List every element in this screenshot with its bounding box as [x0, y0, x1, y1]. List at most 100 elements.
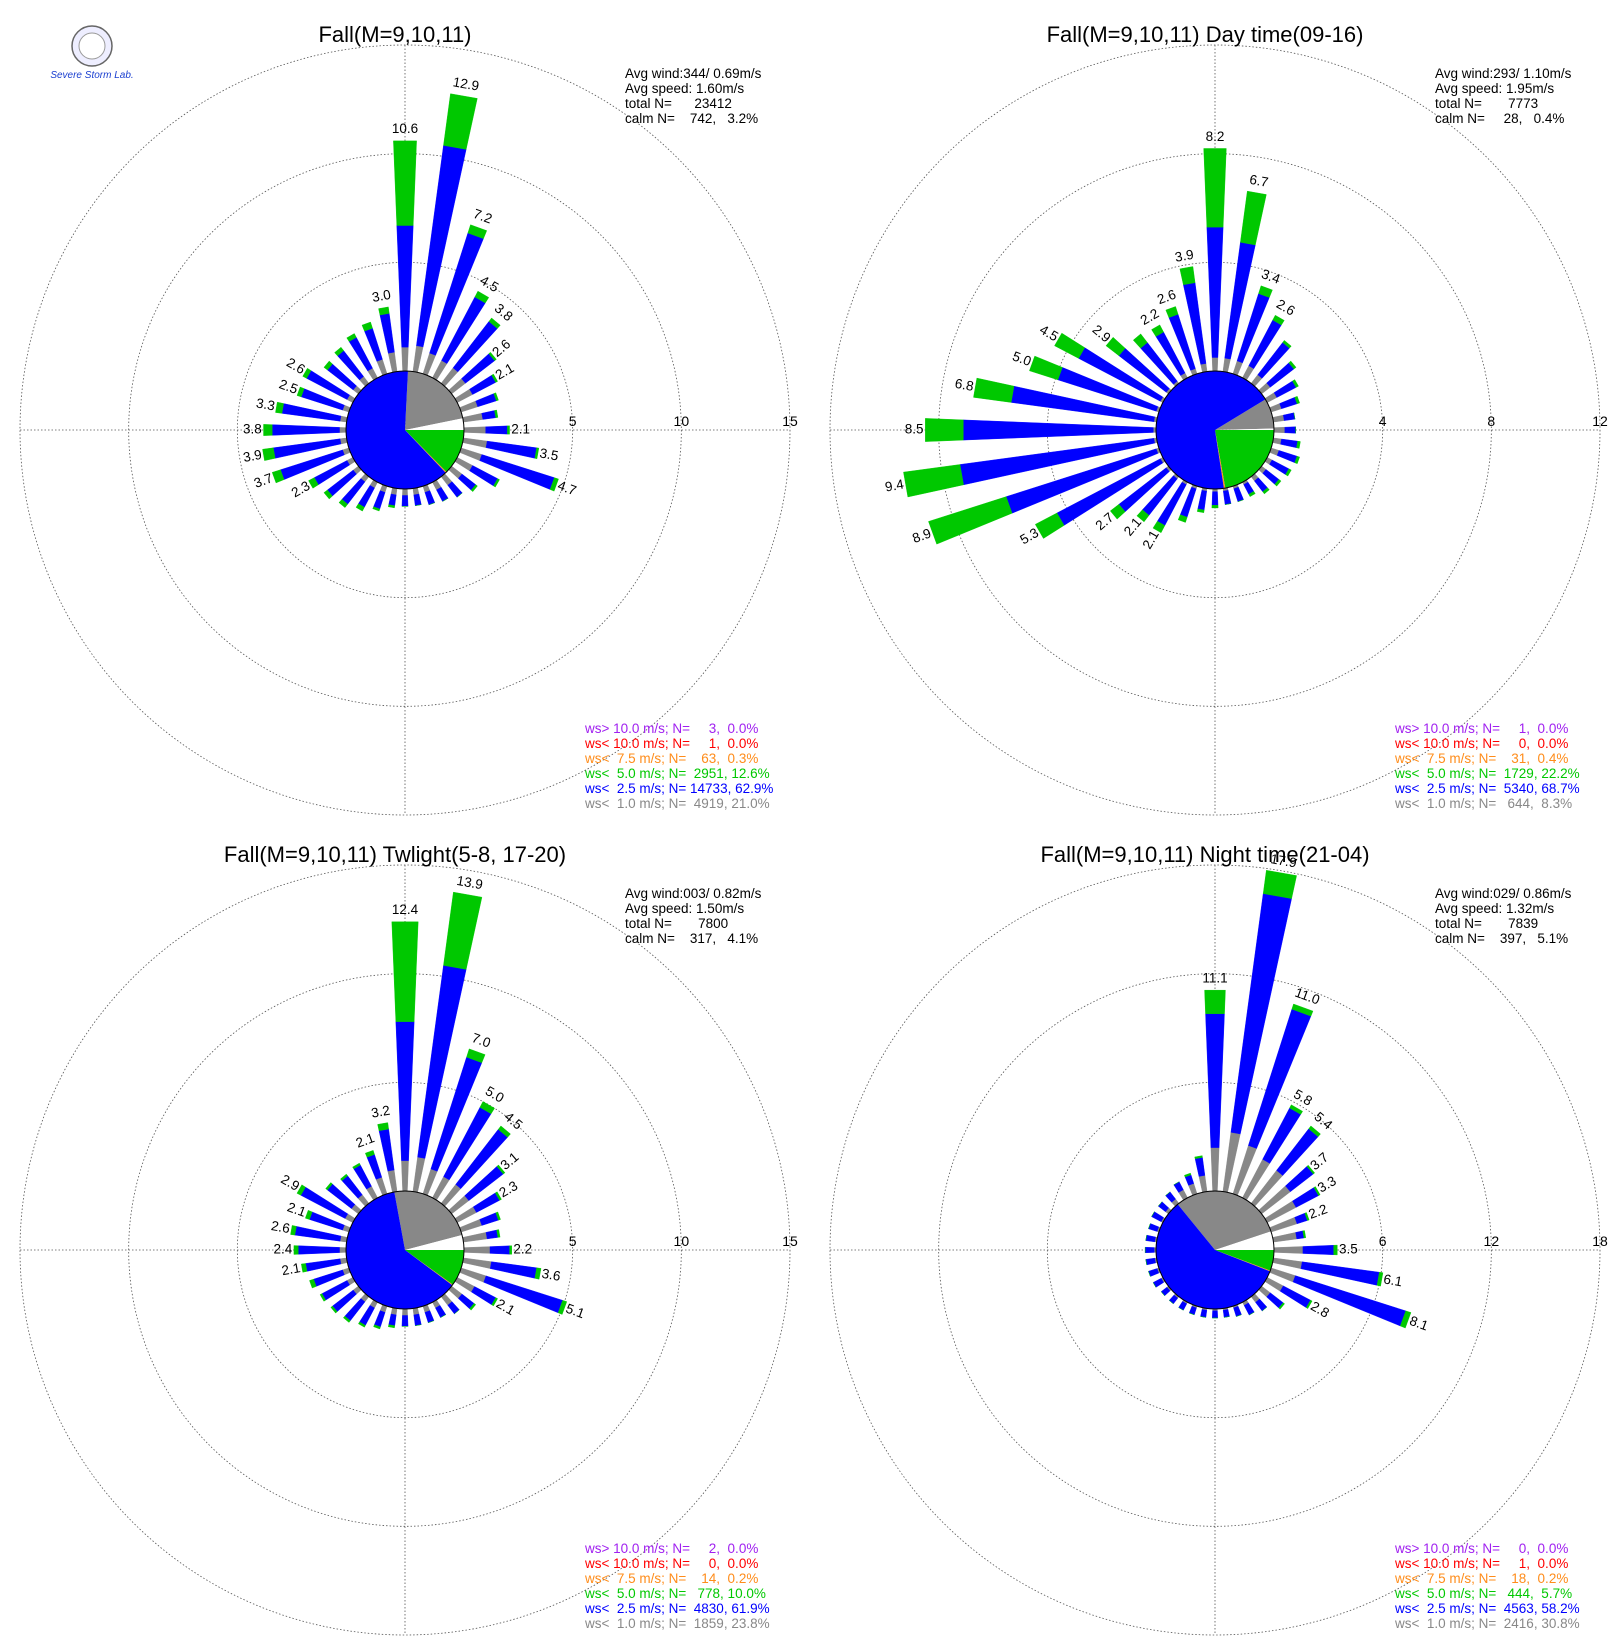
value-label: 8.5	[905, 422, 924, 437]
stat-line: Avg wind:003/ 0.82m/s	[625, 886, 762, 901]
bar-segment	[296, 386, 305, 398]
value-label: 12.4	[392, 902, 419, 917]
bar-segment	[428, 1320, 435, 1323]
pie-slice	[346, 1191, 453, 1309]
bar-segment	[435, 1305, 447, 1318]
bar-segment	[376, 359, 388, 376]
stat-line: Avg wind:029/ 0.86m/s	[1435, 886, 1572, 901]
bar-segment	[301, 1263, 308, 1273]
value-label: 2.6	[270, 1218, 291, 1236]
bar-segment	[412, 1156, 426, 1193]
bar-segment	[1305, 1299, 1313, 1309]
bar-segment	[323, 360, 333, 371]
value-label: 2.2	[513, 1242, 532, 1257]
bar-segment	[469, 374, 497, 395]
r-tick-label: 18	[1592, 1233, 1608, 1249]
bar-segment	[1233, 486, 1244, 502]
bar-segment	[387, 1169, 398, 1193]
bar-segment	[1376, 1271, 1384, 1287]
value-label: 3.6	[541, 1266, 562, 1284]
bar-segment	[440, 1314, 446, 1318]
pie-slice	[346, 371, 446, 490]
legend-entry: ws> 10.0 m/s; N= 0, 0.0%	[1394, 1541, 1568, 1556]
legend-entry: ws< 5.0 m/s; N= 444, 5.7%	[1394, 1586, 1572, 1601]
bar-segment	[1178, 1307, 1184, 1311]
bar-segment	[470, 484, 478, 492]
value-label: 2.6	[1274, 296, 1298, 318]
bar-segment	[1283, 412, 1296, 421]
bar-segment	[469, 1303, 477, 1311]
bar-segment	[1145, 1257, 1156, 1266]
bar-segment	[490, 1261, 537, 1279]
bar-segment	[1249, 1311, 1255, 1316]
bar-segment	[925, 418, 964, 442]
bar-segment	[491, 1297, 498, 1307]
bar-segment	[1165, 1191, 1171, 1196]
r-tick-label: 12	[1484, 1233, 1500, 1249]
bar-segment	[401, 346, 409, 372]
bar-segment	[353, 1164, 372, 1190]
stat-line: Avg speed: 1.50m/s	[625, 901, 744, 916]
bar-segment	[1292, 379, 1299, 388]
bar-segment	[1035, 512, 1065, 539]
bar-segment	[1269, 403, 1282, 413]
bar-segment	[352, 1162, 361, 1170]
bar-segment	[271, 469, 285, 484]
bar-segment	[1200, 1309, 1208, 1318]
bar-segment	[1293, 412, 1296, 420]
bar-segment	[493, 392, 499, 402]
wind-rose-panel: 4 8 12 Fall(M=9,10,11) Day time(09-16) Avg w…	[829, 22, 1608, 816]
grid-ring	[938, 973, 1492, 1527]
bar-segment	[1109, 504, 1126, 520]
r-tick-label: 15	[782, 413, 798, 429]
value-label: 5.1	[564, 1301, 587, 1322]
value-label: 2.5	[277, 376, 300, 397]
bar-segment	[1282, 340, 1292, 349]
value-label: 2.1	[285, 1199, 308, 1220]
bar-segment	[1148, 1271, 1151, 1277]
value-label: 11.0	[1293, 985, 1322, 1008]
value-label: 10.6	[392, 121, 418, 136]
bar-segment	[263, 424, 273, 436]
legend-entry: ws< 10.0 m/s; N= 1, 0.0%	[584, 736, 758, 751]
grid-ring	[128, 973, 682, 1527]
value-label: 7.0	[470, 1030, 493, 1051]
bar-segment	[496, 1229, 501, 1238]
value-label: 8.9	[910, 525, 933, 546]
pie-slice	[394, 1191, 463, 1250]
bar-segment	[308, 477, 319, 489]
bar-segment	[305, 1210, 313, 1220]
value-label: 11.1	[1202, 971, 1227, 986]
stat-line: calm N= 28, 0.4%	[1435, 111, 1564, 126]
bar-segment	[413, 493, 422, 506]
bar-segment	[1304, 1212, 1310, 1221]
value-label: 3.8	[243, 422, 262, 437]
value-label: 12.9	[452, 74, 480, 93]
bar-segment	[469, 465, 498, 487]
bar-segment	[466, 1048, 486, 1063]
bar-segment	[1145, 1235, 1147, 1241]
value-label: 7.2	[471, 206, 494, 227]
bar-segment	[364, 327, 383, 362]
bar-segment	[557, 1300, 568, 1315]
bar-segment	[1302, 1230, 1307, 1239]
value-label: 3.5	[1339, 1242, 1358, 1257]
bar-segment	[346, 333, 357, 342]
value-label: 6.8	[954, 376, 975, 394]
stat-line: calm N= 742, 3.2%	[625, 111, 758, 126]
bar-segment	[378, 1128, 395, 1172]
bar-segment	[1258, 285, 1273, 298]
wind-rose-panel: 6 12 18 Fall(M=9,10,11) Night time(21-04) Av…	[829, 842, 1608, 1636]
wind-rose-panel: 5 10 15 Fall(M=9,10,11) Avg wind:344/ 0.69m/…	[19, 22, 798, 816]
bar-segment	[415, 504, 422, 506]
bar-segment	[1200, 363, 1208, 373]
bar-segment	[422, 1168, 438, 1196]
bar-segment	[1188, 1183, 1198, 1196]
bar-segment	[1211, 505, 1219, 509]
bar-segment	[323, 489, 333, 500]
pie-slice	[1156, 1204, 1270, 1310]
bar-segment	[491, 373, 498, 383]
bar-segment	[471, 1286, 497, 1306]
bar-segment	[496, 1164, 506, 1175]
legend-entry: ws< 7.5 m/s; N= 31, 0.4%	[1394, 751, 1568, 766]
